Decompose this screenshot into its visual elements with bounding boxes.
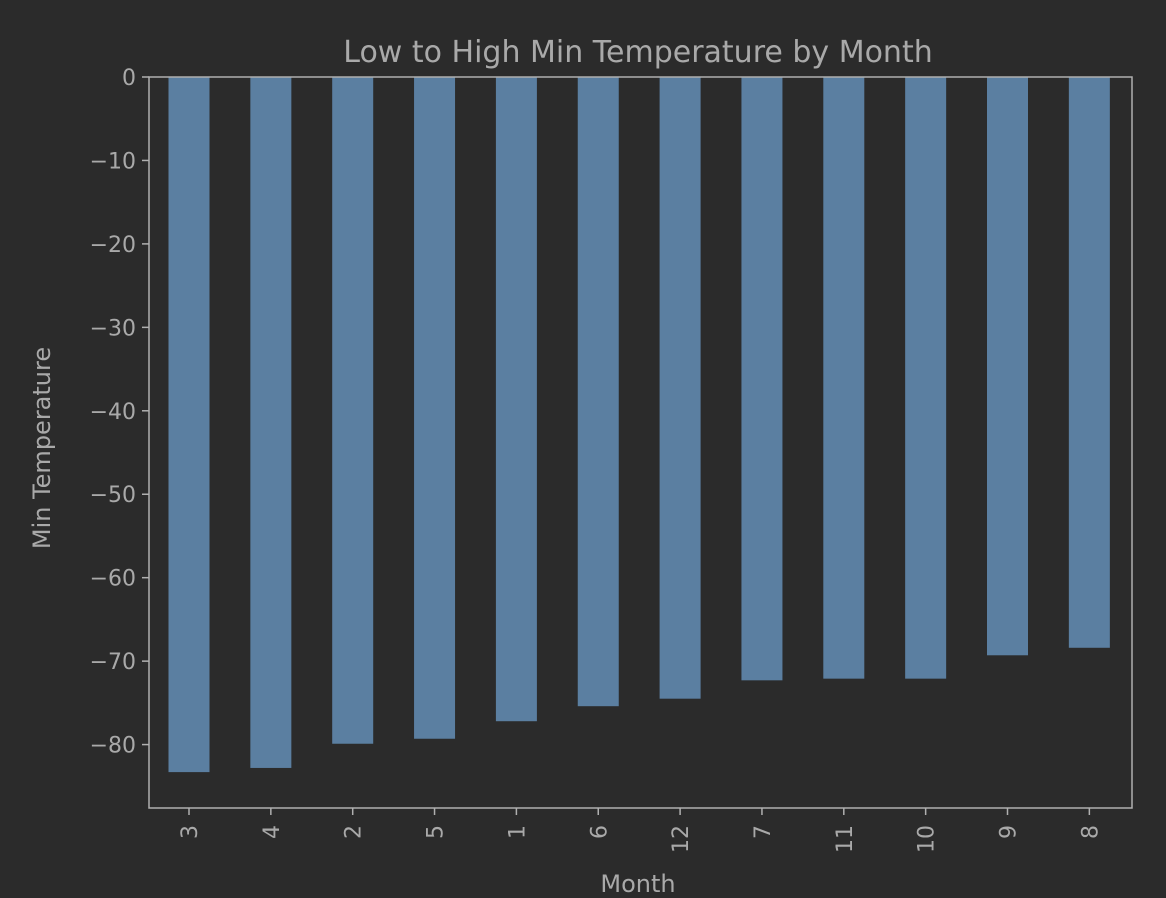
bar-month-8 <box>1068 77 1110 648</box>
x-tick-label: 11 <box>833 825 858 853</box>
x-tick-label: 10 <box>915 825 940 853</box>
y-tick-label: 0 <box>122 66 136 91</box>
y-tick-label: −80 <box>90 734 136 759</box>
bar-month-2 <box>332 77 374 744</box>
bar-month-4 <box>250 77 292 768</box>
bar-month-6 <box>577 77 619 707</box>
bar-month-11 <box>823 77 865 679</box>
bar-month-7 <box>741 77 783 681</box>
y-tick-label: −10 <box>90 149 136 174</box>
x-tick-label: 6 <box>587 825 612 839</box>
bar-month-1 <box>495 77 537 722</box>
y-axis: 0 −10 −20 −30 −40 −50 −60 −70 −80 <box>90 66 149 759</box>
x-axis-label: Month <box>600 870 675 894</box>
bar-month-5 <box>414 77 456 739</box>
x-tick-label: 2 <box>342 825 367 839</box>
x-axis: 3 4 2 5 1 6 12 7 11 10 9 8 <box>178 808 1103 853</box>
y-tick-label: −50 <box>90 483 136 508</box>
x-tick-label: 7 <box>751 825 776 839</box>
x-tick-label: 3 <box>178 825 203 839</box>
x-tick-label: 5 <box>424 825 449 839</box>
y-tick-label: −40 <box>90 400 136 425</box>
bar-month-12 <box>659 77 701 699</box>
y-tick-label: −60 <box>90 567 136 592</box>
y-tick-label: −70 <box>90 650 136 675</box>
x-tick-label: 8 <box>1078 825 1103 839</box>
chart-title: Low to High Min Temperature by Month <box>343 35 932 70</box>
bars-layer <box>168 77 1110 773</box>
bar-month-9 <box>987 77 1028 656</box>
bar-month-3 <box>168 77 210 773</box>
x-tick-label: 1 <box>505 825 530 839</box>
x-tick-label: 12 <box>669 825 694 853</box>
x-tick-label: 9 <box>997 825 1022 839</box>
y-axis-label: Min Temperature <box>28 347 56 549</box>
y-tick-label: −30 <box>90 316 136 341</box>
bar-month-10 <box>905 77 947 679</box>
plot-frame <box>148 76 1133 809</box>
y-tick-label: −20 <box>90 233 136 258</box>
x-tick-label: 4 <box>260 825 285 839</box>
